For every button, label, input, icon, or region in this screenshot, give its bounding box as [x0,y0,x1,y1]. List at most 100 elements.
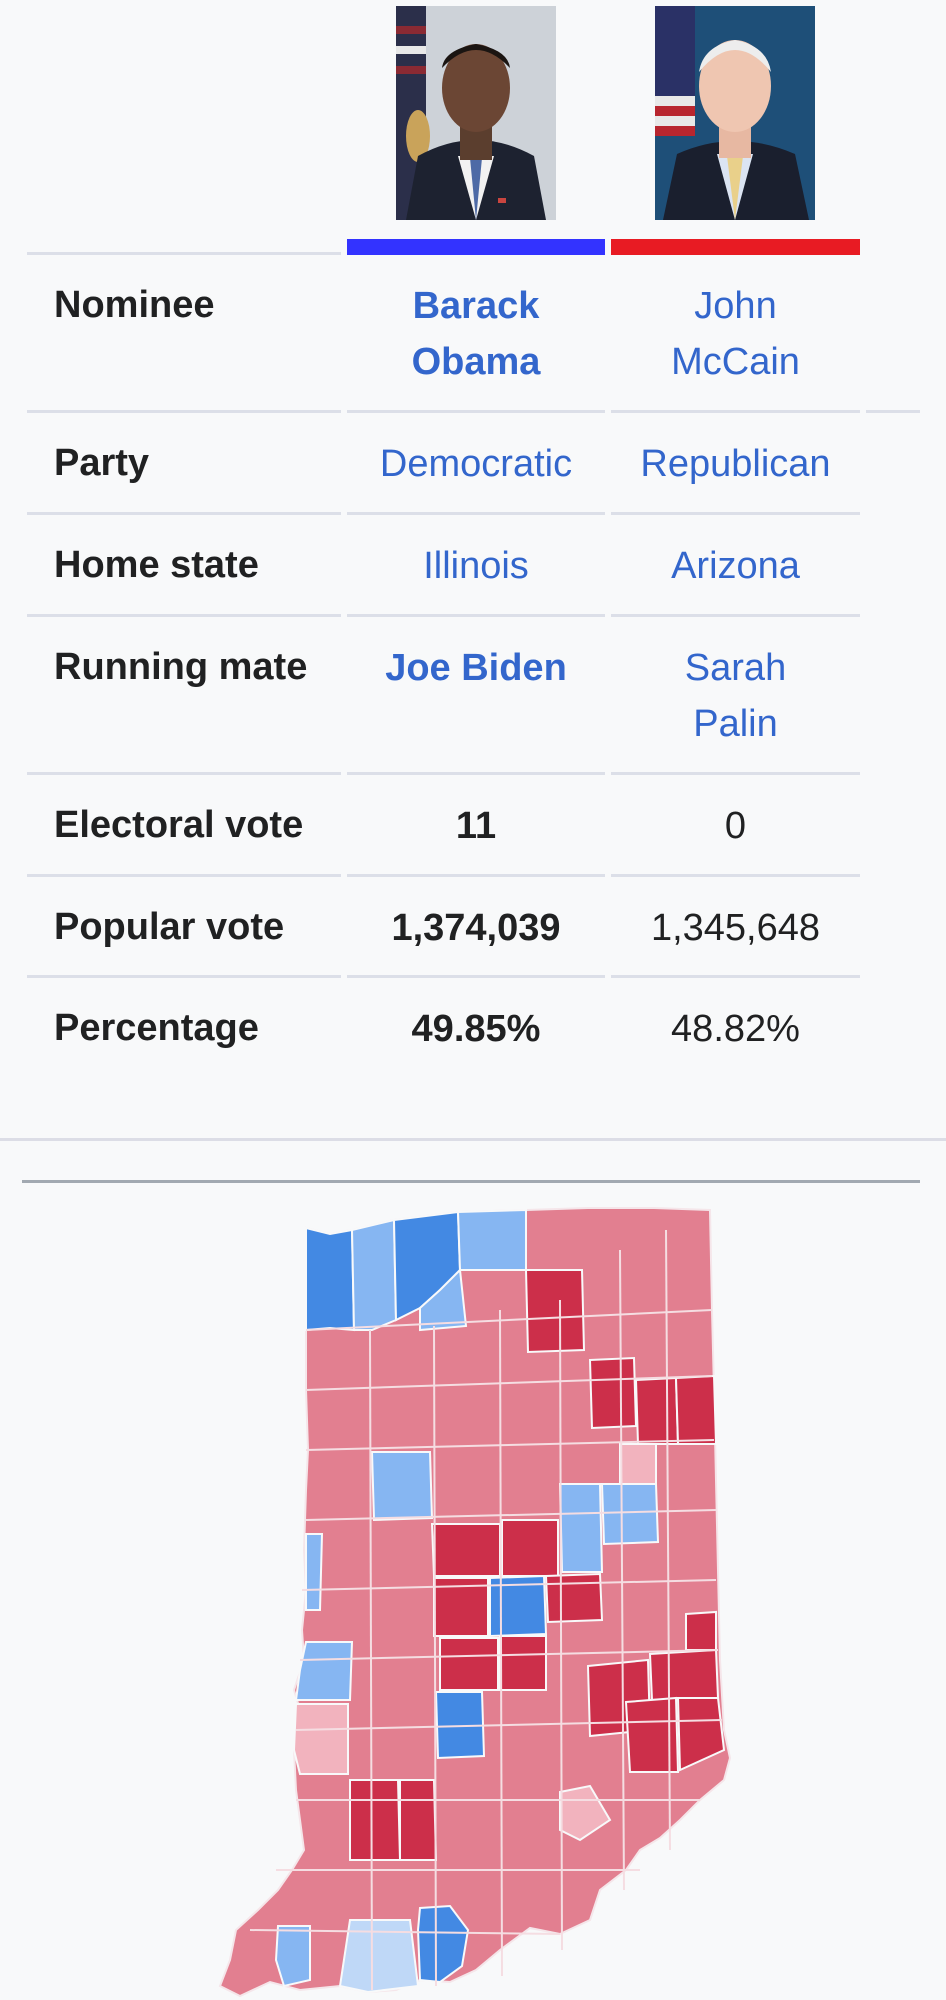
party-republican-link[interactable]: Republican [640,443,831,485]
republican-color-bar [611,239,860,255]
table-divider [611,975,860,978]
county-group-northwest [305,1208,527,1332]
county-group-west [292,1533,486,1775]
table-divider [866,410,920,413]
county-kosciusko[interactable] [524,1269,586,1354]
table-divider [27,512,341,515]
nominee-last-name: McCain [671,341,800,383]
table-divider [347,512,605,515]
democratic-color-bar [347,239,605,255]
table-divider [27,975,341,978]
county-wells[interactable] [634,1376,680,1445]
county-whitley[interactable] [588,1356,638,1430]
obama-portrait-image[interactable] [396,6,556,220]
county-monroe[interactable] [434,1691,486,1760]
county-porter[interactable] [350,1218,398,1331]
county-lake[interactable] [305,1226,356,1332]
county-union[interactable] [685,1610,717,1651]
county-borders [249,1229,723,1991]
county-madison[interactable] [558,1483,604,1573]
row-label-party: Party [54,442,150,484]
county-vigo[interactable] [294,1641,354,1701]
electoral-vote-mccain: 0 [724,805,747,847]
table-divider [611,874,860,877]
table-divider [27,772,341,775]
county-martin[interactable] [399,1779,438,1861]
row-label-popular-vote: Popular vote [54,906,285,948]
table-divider [27,874,341,877]
county-marion[interactable] [489,1574,548,1638]
popular-vote-mccain: 1,345,648 [650,907,821,949]
county-group-northeast [524,1269,718,1485]
county-johnson[interactable] [499,1635,547,1691]
county-border [369,1329,373,1991]
county-group-central [370,1451,660,1691]
table-divider [347,410,605,413]
row-label-home-state: Home state [54,544,259,586]
county-daviess[interactable] [349,1779,402,1861]
running-mate-first-name: Sarah [684,647,787,689]
county-border [305,1309,713,1331]
map-top-rule [22,1180,920,1183]
running-mate-palin-link[interactable]: Sarah Palin [611,640,860,752]
county-dearborn[interactable] [676,1697,726,1772]
county-ripley[interactable] [624,1696,680,1773]
obama-portrait-icon [396,6,556,220]
nominee-obama-link[interactable]: Barack Obama [347,278,605,390]
county-border [499,1309,503,1977]
county-group-southwest [349,1779,438,1861]
table-divider [27,252,341,255]
table-divider [611,772,860,775]
county-border [305,1509,717,1521]
nominee-mccain-link[interactable]: John McCain [611,278,860,390]
county-border [665,1229,671,1851]
county-border [559,1299,563,1951]
county-border [305,1439,715,1451]
county-adams[interactable] [674,1374,718,1445]
county-sullivan-faint[interactable] [292,1703,349,1775]
county-shelby[interactable] [544,1572,604,1624]
percentage-mccain: 48.82% [671,1008,800,1050]
county-border [433,1325,437,1987]
row-label-running-mate: Running mate [54,646,308,688]
county-perry[interactable] [416,1904,470,1984]
table-divider [611,614,860,617]
table-divider [27,614,341,617]
table-divider [611,512,860,515]
section-divider [0,1138,946,1141]
running-mate-last-name: Palin [693,703,778,745]
county-hancock[interactable] [501,1519,559,1577]
mccain-portrait-icon [655,6,815,220]
row-label-percentage: Percentage [54,1007,259,1049]
county-grant-faint[interactable] [619,1443,657,1485]
row-label-electoral-vote: Electoral vote [54,804,304,846]
nominee-first-name: John [694,285,777,327]
county-spencer-faint[interactable] [338,1919,420,1994]
county-border [295,1719,723,1731]
home-state-arizona-link[interactable]: Arizona [671,545,800,587]
popular-vote-obama: 1,374,039 [391,907,561,949]
county-tippecanoe[interactable] [370,1451,434,1522]
row-label-nominee: Nominee [54,284,215,326]
table-divider [347,874,605,877]
party-democratic-link[interactable]: Democratic [379,443,573,485]
county-starke[interactable] [419,1267,468,1332]
county-delaware[interactable] [600,1483,660,1546]
home-state-illinois-link[interactable]: Illinois [423,545,529,587]
mccain-portrait-image[interactable] [655,6,815,220]
indiana-county-results-map-icon[interactable] [0,1190,946,2000]
county-group-south [274,1904,470,1994]
county-st-joseph[interactable] [456,1208,527,1271]
county-vanderburgh[interactable] [274,1925,311,1988]
nominee-last-name: Obama [411,341,541,383]
county-hamilton[interactable] [430,1523,501,1577]
running-mate-biden-link[interactable]: Joe Biden [385,647,567,689]
electoral-vote-obama: 11 [455,805,497,847]
county-morgan[interactable] [439,1637,499,1691]
county-border [305,1375,713,1391]
county-group-east [559,1610,726,1842]
table-divider [27,410,341,413]
nominee-first-name: Barack [412,285,540,327]
county-franklin[interactable] [648,1648,720,1702]
county-vermillion[interactable] [305,1533,324,1611]
